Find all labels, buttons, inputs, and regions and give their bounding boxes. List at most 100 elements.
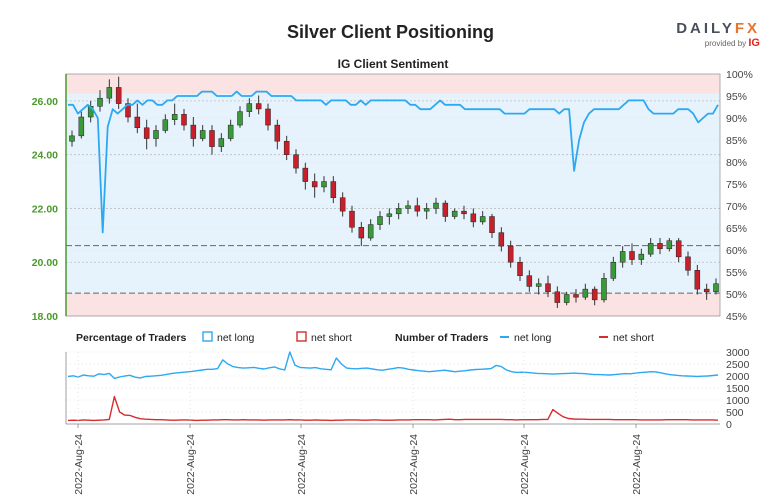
- right-axis-tick-label: 90%: [726, 113, 747, 125]
- net-long-traders-line: [67, 351, 719, 380]
- candle-up: [69, 135, 75, 142]
- right-axis-tick-label: 45%: [726, 311, 747, 323]
- candle-down: [498, 232, 505, 247]
- candle-down: [134, 116, 141, 129]
- candle-up: [227, 124, 234, 139]
- candle-down: [629, 251, 635, 260]
- candle-up: [162, 119, 169, 131]
- candle-up: [535, 283, 542, 287]
- legend-swatch-net-long-pct: [202, 331, 213, 342]
- candle-up: [405, 205, 411, 209]
- candle-down: [442, 202, 449, 217]
- candle-down: [265, 108, 271, 126]
- legend-label: net long: [514, 332, 552, 344]
- right-axis-tick-label: 60%: [726, 245, 747, 257]
- candle-down: [115, 87, 122, 104]
- net-long-sentiment-line: [68, 90, 719, 234]
- bottom-right-axis-tick-label: 1500: [726, 383, 750, 395]
- dailyfx-logo: DAILYFX provided by IG: [660, 20, 760, 49]
- right-axis-tick-label: 55%: [726, 267, 747, 279]
- net-short-region: [66, 294, 720, 316]
- x-axis-tick-label: 2022-Aug-24: [631, 434, 643, 495]
- right-axis-tick-label: 70%: [726, 201, 747, 213]
- candle-down: [339, 197, 346, 212]
- candle-down: [414, 205, 421, 212]
- candle-down: [694, 270, 701, 290]
- candle-down: [181, 114, 187, 126]
- left-axis-tick-label: 18.00: [32, 311, 58, 323]
- candle-down: [125, 103, 131, 118]
- candle-down: [554, 291, 561, 303]
- candle-down: [302, 167, 309, 182]
- legend-percentage-heading: Percentage of Traders: [76, 332, 186, 344]
- candle-up: [171, 114, 178, 120]
- candle-up: [367, 224, 374, 239]
- candle-down: [685, 256, 691, 271]
- candle-down: [591, 288, 598, 301]
- candle-up: [78, 116, 85, 137]
- candle-down: [293, 154, 299, 169]
- bottom-right-axis-tick-label: 1000: [726, 395, 750, 407]
- chart-title: Silver Client Positioning: [286, 22, 495, 42]
- candle-up: [713, 283, 719, 293]
- candle-down: [517, 261, 523, 276]
- candle-down: [349, 210, 355, 228]
- candle-up: [451, 210, 458, 217]
- right-axis-tick-label: 75%: [726, 179, 747, 191]
- left-axis-tick-label: 26.00: [32, 96, 58, 108]
- x-axis-tick-label: 2022-Aug-24: [408, 434, 420, 495]
- candle-up: [433, 202, 439, 209]
- candle-down: [657, 243, 663, 250]
- x-axis-tick-label: 2022-Aug-24: [185, 434, 197, 495]
- candle-up: [106, 87, 113, 99]
- right-axis-tick-label: 95%: [726, 91, 747, 103]
- dailyfx-wordmark: DAILYFX: [676, 20, 760, 37]
- candle-up: [199, 130, 206, 139]
- candle-up: [237, 111, 243, 126]
- candle-up: [666, 240, 673, 250]
- x-axis-tick-label: 2022-Aug-24: [296, 434, 308, 495]
- candle-up: [610, 261, 617, 279]
- candle-down: [190, 124, 197, 139]
- x-axis-tick-label: 2022-Aug-24: [519, 434, 531, 495]
- right-axis-tick-label: 50%: [726, 289, 747, 301]
- candle-up: [647, 243, 654, 255]
- candle-down: [358, 227, 365, 239]
- candle-down: [675, 240, 682, 258]
- candle-down: [703, 288, 710, 293]
- candle-down: [507, 245, 514, 263]
- candle-down: [470, 213, 477, 223]
- candle-up: [153, 130, 159, 139]
- candle-up: [563, 294, 570, 303]
- right-axis-tick-label: 85%: [726, 135, 747, 147]
- candle-up: [395, 208, 402, 215]
- right-axis-tick-label: 65%: [726, 223, 747, 235]
- candle-up: [386, 213, 393, 217]
- candle-down: [209, 130, 215, 147]
- candle-down: [311, 181, 318, 188]
- candle-down: [526, 275, 533, 287]
- left-axis-tick-label: 20.00: [32, 257, 58, 269]
- candle-up: [246, 103, 253, 112]
- candle-up: [582, 288, 589, 298]
- candle-down: [255, 103, 262, 110]
- legend-label: net short: [613, 332, 654, 344]
- candle-down: [143, 127, 150, 139]
- left-axis-tick-label: 22.00: [32, 203, 58, 215]
- candle-down: [573, 294, 579, 298]
- candle-up: [423, 208, 430, 212]
- candle-down: [274, 124, 281, 142]
- candle-up: [218, 138, 225, 147]
- candle-up: [601, 278, 607, 301]
- bottom-right-axis-tick-label: 0: [726, 419, 732, 431]
- candle-down: [461, 210, 467, 215]
- bottom-right-axis-tick-label: 2500: [726, 359, 750, 371]
- candle-down: [330, 181, 337, 198]
- candle-up: [619, 251, 626, 263]
- bottom-right-axis-tick-label: 3000: [726, 347, 750, 359]
- net-short-traders-line: [67, 395, 719, 422]
- chart-subtitle: IG Client Sentiment: [338, 57, 449, 71]
- legend-label: net long: [217, 332, 255, 344]
- candle-up: [479, 216, 486, 223]
- candle-up: [377, 216, 383, 225]
